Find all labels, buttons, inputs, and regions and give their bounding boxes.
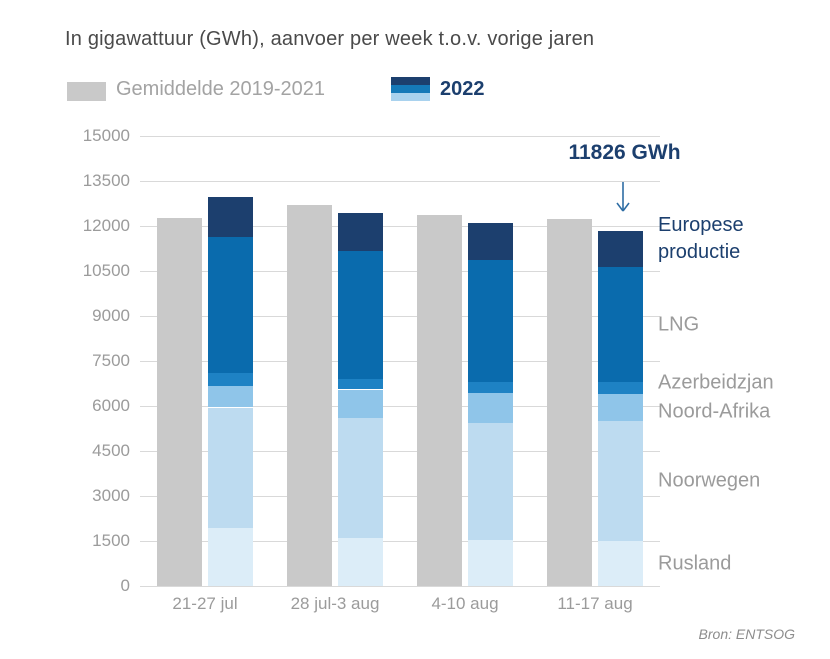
segment-noord-afrika-21-27-jul	[208, 385, 253, 408]
y-axis-tick-label: 1500	[92, 531, 130, 550]
segment-azerbeidzjan-4-10-aug	[468, 381, 513, 393]
segment-lng-28-jul-3-aug	[338, 250, 383, 380]
x-axis-label-21-27-jul: 21-27 jul	[172, 594, 238, 613]
gridline-9000	[140, 316, 660, 317]
series-label-noord-afrika: Noord-Afrika	[658, 400, 771, 423]
gridline-7500	[140, 361, 660, 362]
gridline-1500	[140, 541, 660, 542]
y-axis-tick-label: 7500	[92, 351, 130, 370]
legend-swatch-2022-stripe-mid	[391, 85, 430, 93]
series-label-lng: LNG	[658, 313, 700, 336]
y-axis-tick-label: 13500	[82, 171, 130, 190]
legend-swatch-2022	[391, 77, 430, 101]
segment-lng-11-17-aug	[598, 267, 643, 383]
segment-noord-afrika-28-jul-3-aug	[338, 389, 383, 419]
gridline-13500	[140, 181, 660, 182]
gridline-3000	[140, 496, 660, 497]
legend-label-average: Gemiddelde 2019-2021	[116, 78, 326, 100]
segment-rusland-21-27-jul	[208, 528, 253, 586]
y-axis-tick-label: 0	[120, 576, 130, 595]
x-axis-label-28-jul-3-aug: 28 jul-3 aug	[290, 594, 380, 613]
source-credit: Bron: ENTSOG	[698, 626, 795, 642]
y-axis-tick-label: 6000	[92, 396, 130, 415]
series-label-noorwegen: Noorwegen	[658, 469, 761, 492]
segment-rusland-11-17-aug	[598, 541, 643, 586]
y-axis-tick-label: 10500	[82, 261, 130, 280]
chart-title: In gigawattuur (GWh), aanvoer per week t…	[65, 28, 595, 50]
annotation-value: 11826 GWh	[568, 141, 681, 164]
y-axis-tick-label: 12000	[82, 216, 130, 235]
annotation-down-arrow-icon	[616, 182, 630, 212]
avg-bar-4-10-aug	[417, 214, 462, 586]
segment-europese-productie-21-27-jul	[208, 196, 253, 237]
avg-bar-11-17-aug	[547, 219, 592, 586]
segment-noord-afrika-4-10-aug	[468, 392, 513, 423]
gridline-0	[140, 586, 660, 587]
series-label-europese-productie: Europese productie	[658, 214, 744, 264]
segment-europese-productie-11-17-aug	[598, 231, 643, 268]
segment-noord-afrika-11-17-aug	[598, 394, 643, 421]
x-axis-label-11-17-aug: 11-17 aug	[557, 594, 633, 613]
segment-noorwegen-21-27-jul	[208, 407, 253, 529]
gridline-15000	[140, 136, 660, 137]
y-axis-tick-label: 9000	[92, 306, 130, 325]
segment-azerbeidzjan-28-jul-3-aug	[338, 379, 383, 390]
segment-rusland-28-jul-3-aug	[338, 537, 383, 586]
segment-azerbeidzjan-11-17-aug	[598, 382, 643, 394]
gridline-4500	[140, 451, 660, 452]
segment-lng-21-27-jul	[208, 236, 253, 373]
gridline-10500	[140, 271, 660, 272]
y-axis-tick-label: 3000	[92, 486, 130, 505]
y-axis-tick-label: 4500	[92, 441, 130, 460]
gridline-12000	[140, 226, 660, 227]
segment-lng-4-10-aug	[468, 259, 513, 382]
avg-bar-28-jul-3-aug	[287, 205, 332, 586]
segment-europese-productie-4-10-aug	[468, 223, 513, 260]
segment-azerbeidzjan-21-27-jul	[208, 373, 253, 386]
segment-rusland-4-10-aug	[468, 540, 513, 586]
segment-europese-productie-28-jul-3-aug	[338, 213, 383, 251]
legend-swatch-2022-stripe-bottom	[391, 93, 430, 101]
x-axis-label-4-10-aug: 4-10 aug	[431, 594, 499, 613]
gridline-6000	[140, 406, 660, 407]
segment-noorwegen-4-10-aug	[468, 422, 513, 541]
segment-noorwegen-11-17-aug	[598, 421, 643, 542]
plot-area: 0 1500 3000 4500 6000 7500 9000 10500 12000 13500…	[83, 126, 660, 613]
series-label-azerbeidzjan: Azerbeidzjan	[658, 371, 774, 394]
legend-label-2022: 2022	[440, 78, 485, 100]
legend-swatch-2022-stripe-top	[391, 77, 430, 85]
y-axis-tick-label: 15000	[82, 126, 130, 145]
series-label-rusland: Rusland	[658, 552, 732, 575]
segment-noorwegen-28-jul-3-aug	[338, 418, 383, 538]
legend-swatch-average	[67, 82, 106, 101]
avg-bar-21-27-jul	[157, 217, 202, 586]
